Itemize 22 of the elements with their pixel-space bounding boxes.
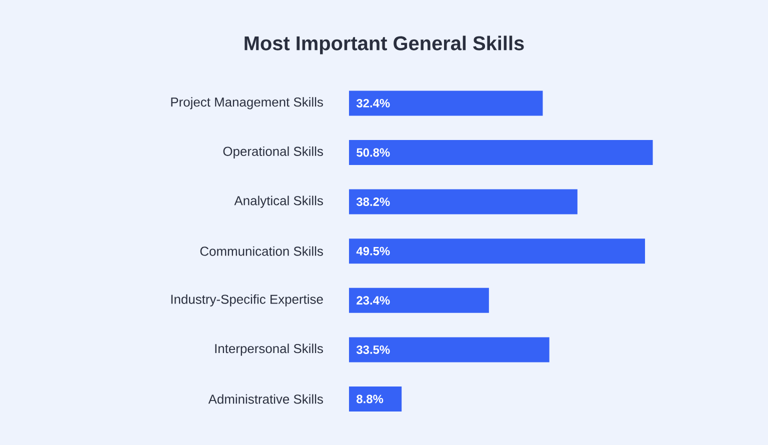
data-label: 8.8%	[356, 394, 384, 404]
bar	[349, 238, 646, 264]
data-label: 23.4%	[356, 296, 390, 305]
bar	[349, 386, 402, 412]
y-tick-label: Project Management Skills	[171, 97, 323, 110]
data-label: 33.5%	[356, 345, 390, 354]
chart-title: Most Important General Skills	[244, 36, 524, 54]
bar	[349, 90, 543, 116]
bar	[349, 337, 550, 362]
data-label: 38.2%	[356, 198, 390, 206]
data-label: 50.8%	[356, 148, 390, 157]
bar	[349, 189, 578, 214]
bar	[349, 288, 489, 313]
y-tick-label: Operational Skills	[223, 146, 323, 159]
y-tick-label: Industry-Specific Expertise	[171, 294, 323, 306]
y-tick-label: Communication Skills	[200, 246, 323, 256]
data-label: 49.5%	[356, 246, 390, 256]
y-tick-label: Interpersonal Skills	[215, 344, 323, 356]
data-label: 32.4%	[356, 98, 390, 108]
y-tick-label: Analytical Skills	[234, 196, 323, 208]
y-tick-label: Administrative Skills	[208, 394, 323, 404]
bar	[349, 140, 653, 165]
